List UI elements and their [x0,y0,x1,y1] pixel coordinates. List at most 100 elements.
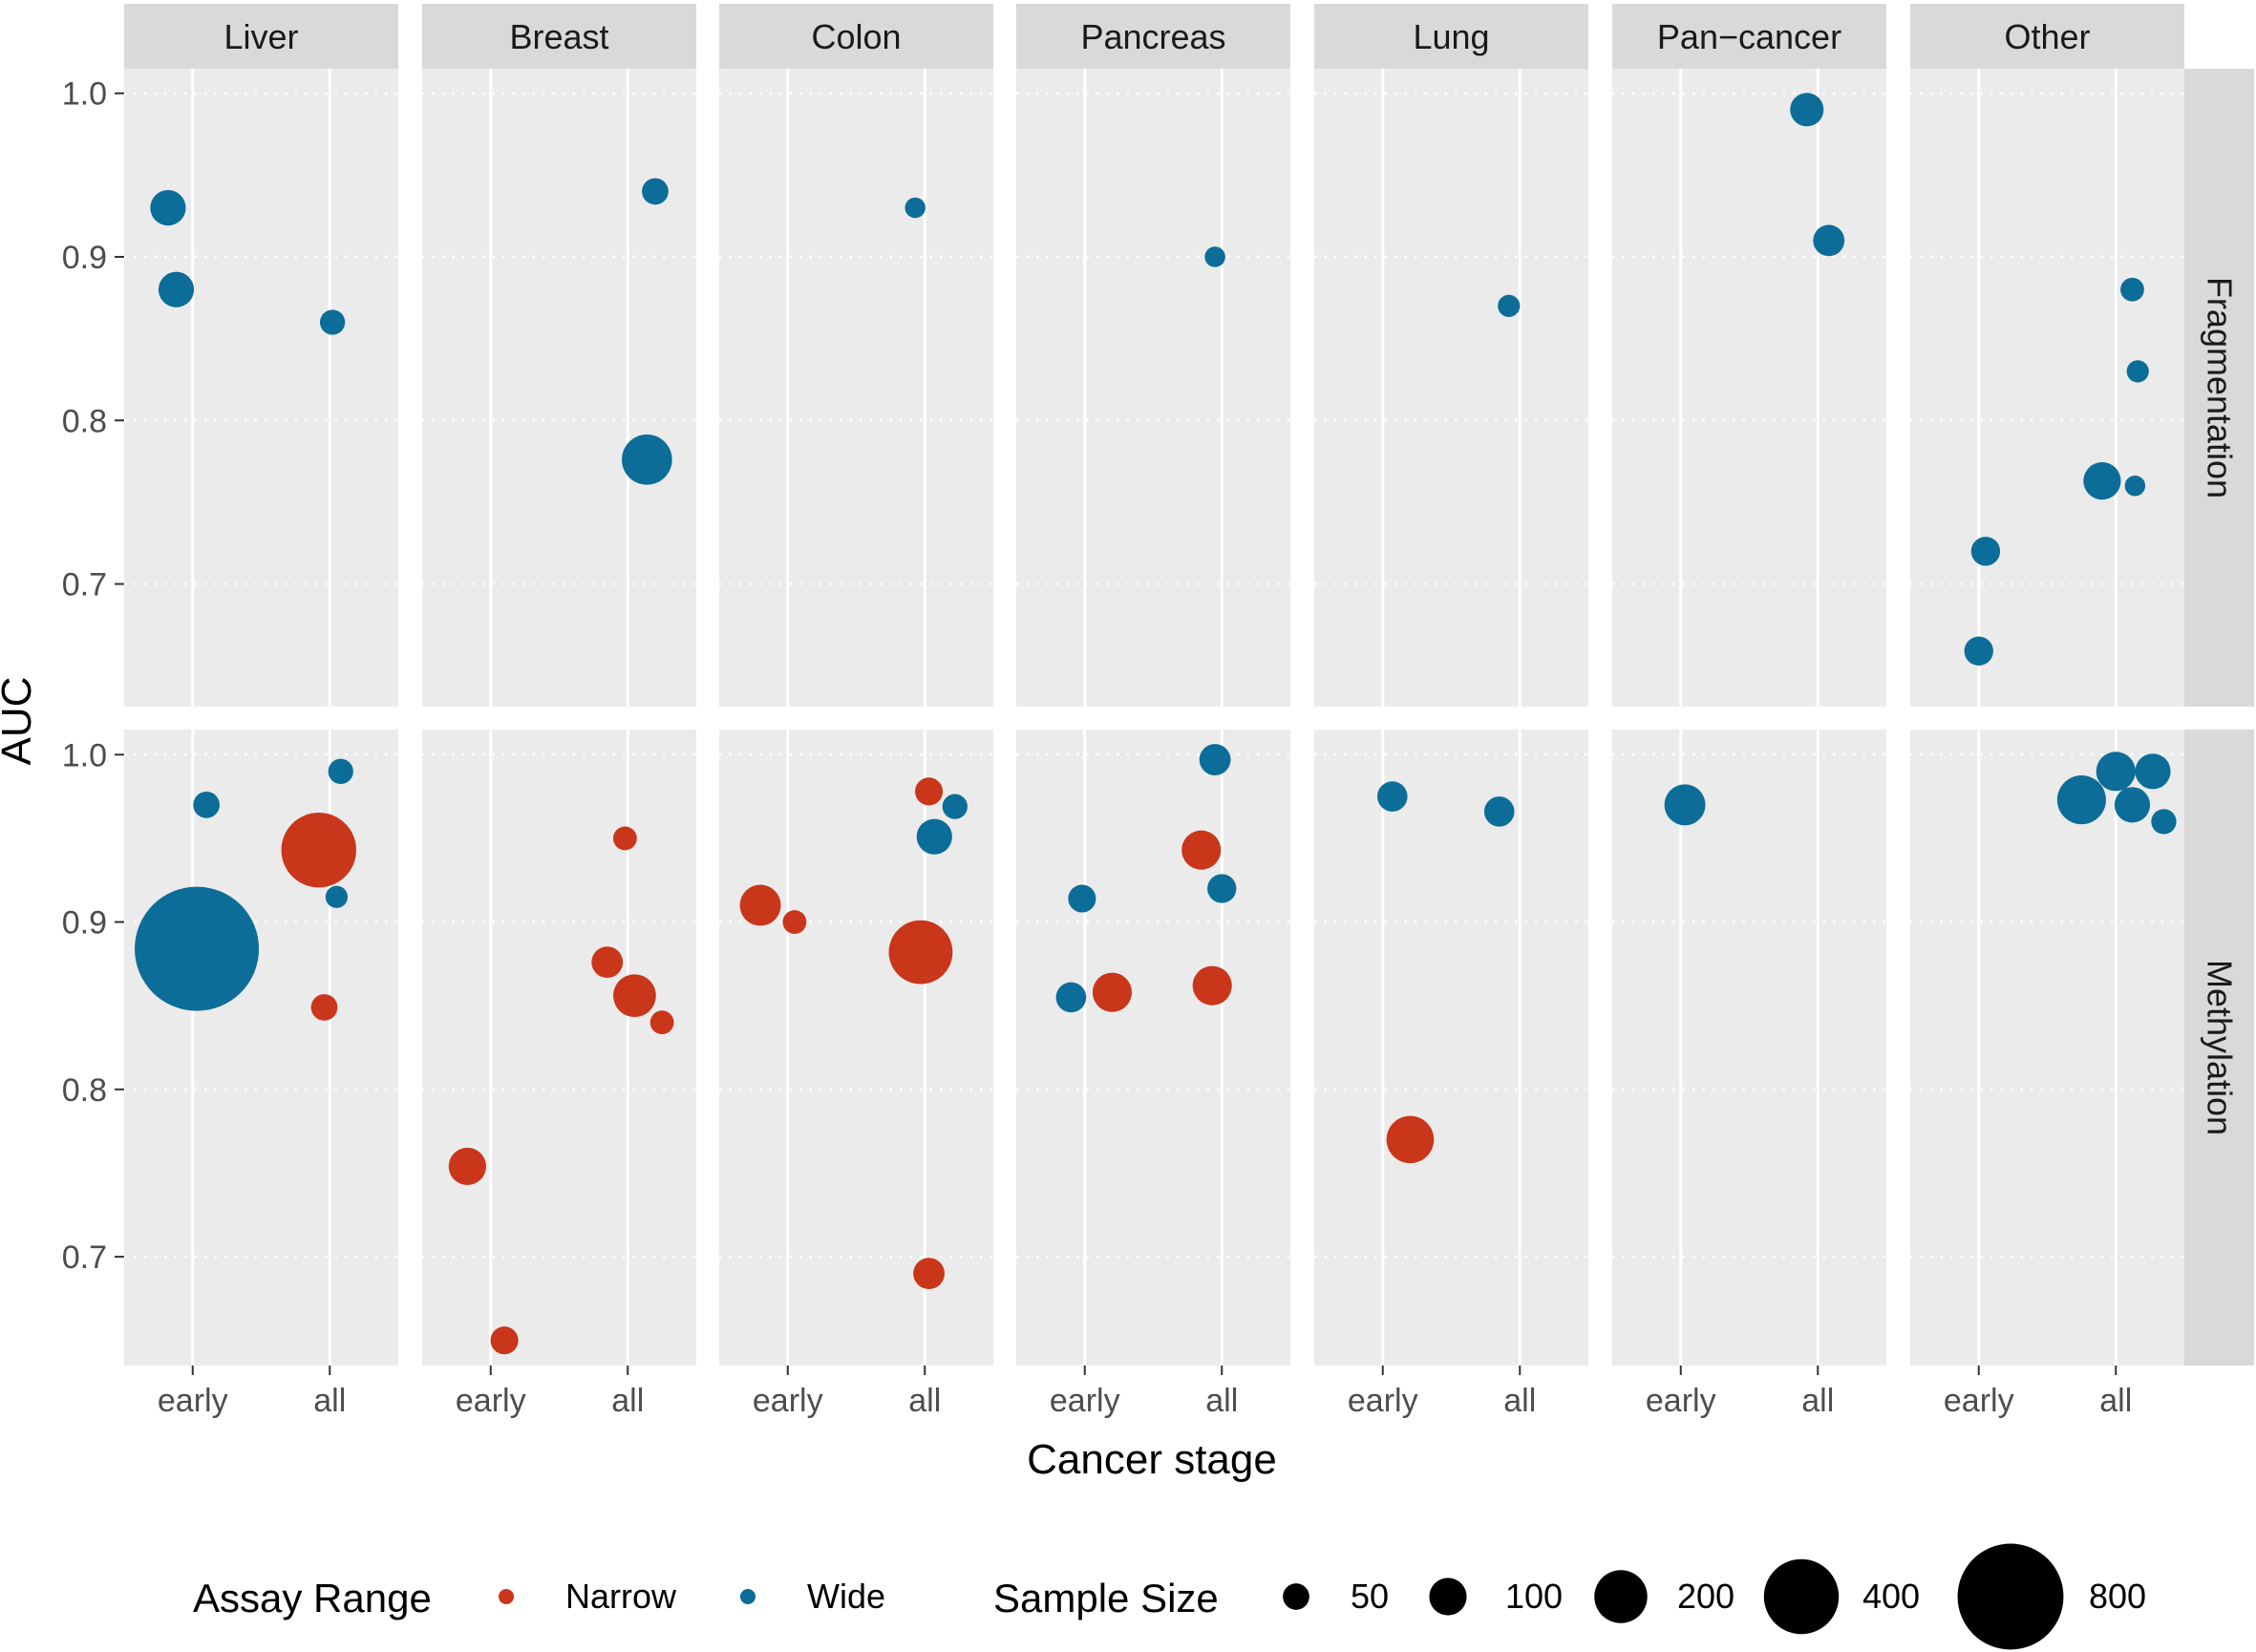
x-tick-label: early [1050,1383,1120,1419]
point-methylation-liver-early [193,792,220,818]
y-axis-title: AUC [0,677,40,766]
point-fragmentation-other-early [1970,537,2001,566]
point-methylation-breast-early [448,1147,486,1186]
col-strip-label: Other [2004,17,2090,56]
point-fragmentation-other-early [1964,636,1993,666]
point-fragmentation-liver-all [319,309,346,335]
legend-size-label: 400 [1862,1577,1920,1616]
panel-methylation-colon [719,730,993,1366]
point-methylation-colon-all [888,920,953,985]
point-methylation-breast-all [591,946,624,979]
legend: Assay Range Sample Size Narrow Wide 50 100 2… [193,1543,2146,1650]
y-tick-label: 0.9 [62,240,107,276]
legend-size-key [1957,1543,2064,1650]
x-tick-label: all [313,1383,346,1419]
point-fragmentation-other-all [2120,277,2144,302]
point-methylation-other-all [2096,752,2136,792]
point-methylation-lung-all [1483,796,1515,827]
row-strip-label: Fragmentation [2201,277,2240,498]
legend-label-wide: Wide [807,1577,885,1616]
axes: 0.7 0.8 0.9 1.0 0.7 0.8 0.9 1.0 early all early all… [62,76,2133,1419]
point-methylation-colon-early [782,910,807,934]
point-methylation-pancreas-all [1192,965,1232,1006]
col-strip-pan-cancer [1612,4,1886,69]
panel-methylation-other [1910,730,2184,1366]
point-methylation-breast-all [613,974,656,1018]
point-methylation-other-all [2114,787,2151,823]
point-methylation-pancreas-early [1055,982,1087,1013]
x-axis-title: Cancer stage [1027,1436,1277,1483]
legend-key-narrow [499,1589,514,1604]
point-fragmentation-colon-early [905,197,926,219]
point-methylation-colon-all [942,794,968,819]
row-strip-fragmentation [2184,69,2254,707]
row-strip-methylation [2184,730,2254,1366]
legend-size-key [1283,1583,1309,1610]
point-fragmentation-other-all [2126,360,2149,383]
point-methylation-liver-all [325,885,349,908]
col-strip-breast [422,4,696,69]
point-fragmentation-other-all [2083,462,2121,500]
col-strip-label: Liver [223,17,298,56]
point-methylation-breast-all [649,1010,674,1035]
col-strip-label: Pancreas [1080,17,1225,56]
point-methylation-colon-all [913,1258,945,1290]
panel-methylation-pan-cancer [1612,730,1886,1366]
point-methylation-liver-all [310,994,338,1021]
panel-fragmentation-liver [124,69,398,707]
x-tick-label: early [1646,1383,1716,1419]
legend-size-key [1763,1558,1840,1635]
point-methylation-liver-all [328,758,353,784]
x-tick-label: all [1801,1383,1834,1419]
point-methylation-colon-early [739,884,781,926]
point-fragmentation-breast-all [622,434,672,485]
point-methylation-other-all [2135,753,2171,790]
col-strip-label: Breast [509,17,608,56]
y-tick-label: 0.8 [62,1072,107,1109]
x-tick-label: all [1205,1383,1238,1419]
point-fragmentation-breast-all [642,178,669,205]
x-tick-label: all [908,1383,941,1419]
data-points [135,93,2177,1355]
point-fragmentation-pancreas-all [1204,246,1225,267]
y-tick-label: 0.8 [62,403,107,439]
point-methylation-pan-cancer-early [1664,784,1706,826]
legend-size-label: 100 [1505,1577,1563,1616]
point-methylation-colon-all [915,777,944,806]
point-methylation-colon-all [916,818,952,855]
col-strip-liver [124,4,398,69]
legend-size-title: Sample Size [993,1576,1219,1620]
x-tick-label: all [2099,1383,2132,1419]
point-methylation-other-all [2151,809,2177,835]
point-methylation-pancreas-early [1068,884,1096,913]
panel-fragmentation-pan-cancer [1612,69,1886,707]
col-strip-lung [1314,4,1588,69]
x-tick-label: early [158,1383,228,1419]
panel-fragmentation-lung [1314,69,1588,707]
y-tick-label: 1.0 [62,76,107,113]
x-tick-label: early [753,1383,823,1419]
point-fragmentation-liver-early [158,271,195,307]
col-strip-label: Lung [1413,17,1489,56]
point-methylation-liver-early [135,886,260,1011]
y-tick-label: 0.9 [62,905,107,942]
col-strip-label: Pan−cancer [1657,17,1841,56]
y-tick-label: 1.0 [62,737,107,773]
point-methylation-breast-early [490,1326,519,1355]
point-methylation-lung-early [1386,1115,1435,1164]
point-fragmentation-lung-all [1498,294,1521,317]
legend-label-narrow: Narrow [565,1577,677,1616]
panel-fragmentation-pancreas [1016,69,1290,707]
col-strip-colon [719,4,993,69]
x-tick-label: all [1503,1383,1536,1419]
point-fragmentation-pan-cancer-all [1790,93,1824,127]
panel-fragmentation-colon [719,69,993,707]
legend-color-title: Assay Range [193,1576,432,1620]
facet-strips: Fragmentation Methylation Liver Breast Colon… [124,4,2254,1366]
point-methylation-pancreas-all [1207,874,1237,903]
legend-size-key [1429,1578,1467,1616]
point-fragmentation-liver-early [150,189,186,226]
point-methylation-lung-early [1376,781,1408,812]
col-strip-pancreas [1016,4,1290,69]
